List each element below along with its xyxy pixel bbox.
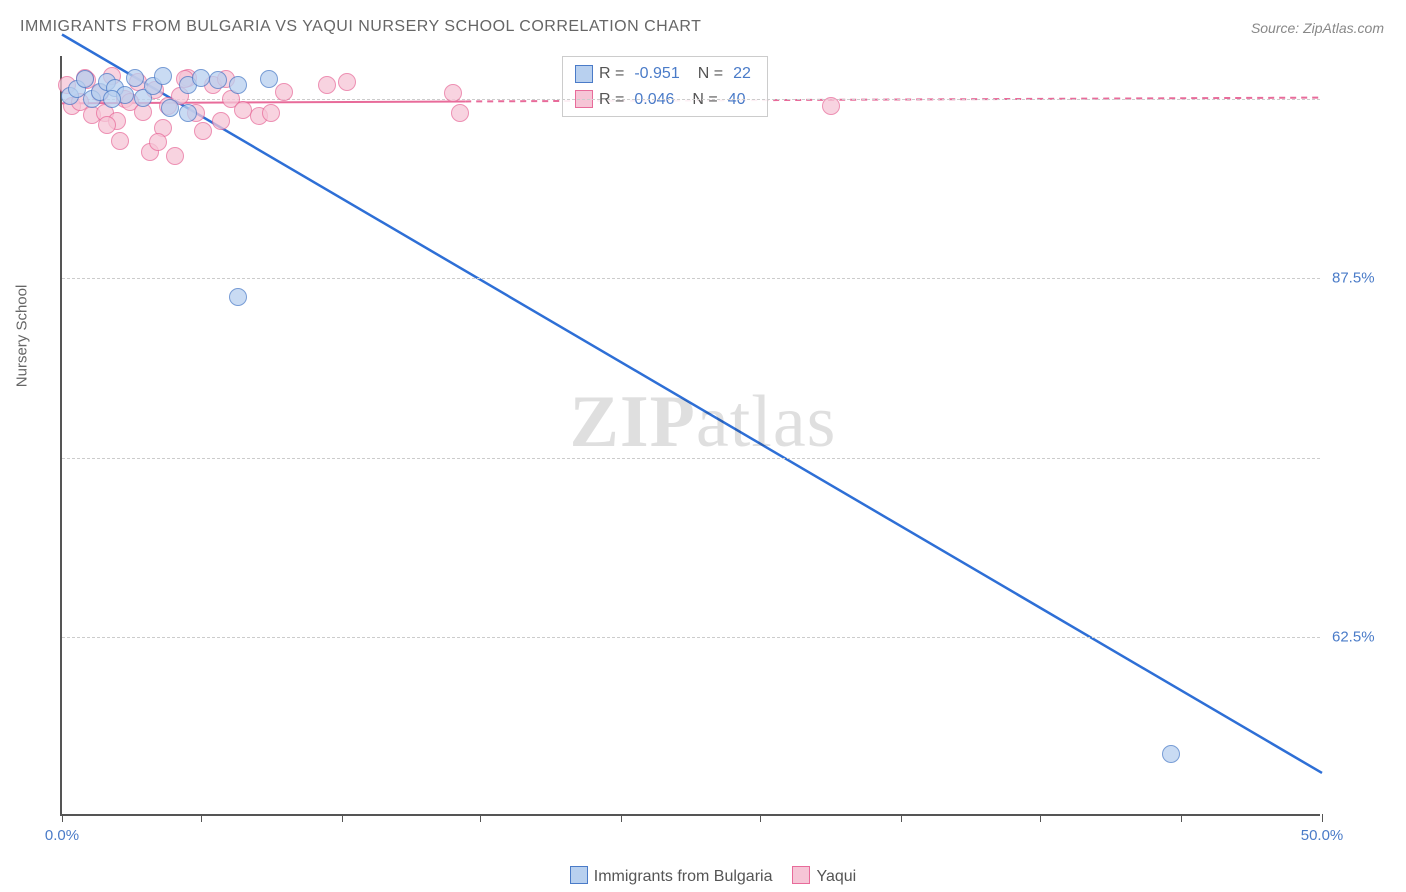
x-tick (62, 814, 63, 822)
y-axis-label: Nursery School (14, 285, 31, 388)
scatter-point (260, 70, 278, 88)
scatter-point (444, 84, 462, 102)
legend-row-bulgaria: R = -0.951 N = 22 (575, 61, 755, 87)
scatter-point (154, 67, 172, 85)
legend-swatch (570, 866, 588, 884)
scatter-point (229, 288, 247, 306)
trend-line (62, 34, 1322, 772)
scatter-point (338, 73, 356, 91)
legend-label: Immigrants from Bulgaria (594, 868, 773, 885)
scatter-point (1162, 745, 1180, 763)
x-tick (1040, 814, 1041, 822)
x-tick (480, 814, 481, 822)
x-tick (201, 814, 202, 822)
gridline (62, 458, 1320, 459)
scatter-point (192, 69, 210, 87)
x-tick (760, 814, 761, 822)
legend-n-label: N = (698, 61, 723, 87)
scatter-point (98, 116, 116, 134)
scatter-point (149, 133, 167, 151)
legend-n-value-bulgaria: 22 (733, 61, 751, 87)
legend-swatch-bulgaria (575, 65, 593, 83)
scatter-point (209, 71, 227, 89)
gridline (62, 99, 1320, 100)
scatter-point (194, 122, 212, 140)
plot-area: R = -0.951 N = 22 R = 0.046 N = 40 62.5%… (60, 56, 1320, 816)
legend-swatch (792, 866, 810, 884)
scatter-point (451, 104, 469, 122)
scatter-point (262, 104, 280, 122)
scatter-point (103, 90, 121, 108)
scatter-point (275, 83, 293, 101)
gridline (62, 637, 1320, 638)
x-tick (1181, 814, 1182, 822)
scatter-point (126, 69, 144, 87)
chart-title: IMMIGRANTS FROM BULGARIA VS YAQUI NURSER… (20, 18, 701, 36)
scatter-point (229, 76, 247, 94)
scatter-point (111, 132, 129, 150)
y-tick-label: 87.5% (1332, 270, 1402, 287)
legend-r-label: R = (599, 61, 624, 87)
scatter-point (822, 97, 840, 115)
scatter-point (318, 76, 336, 94)
gridline (62, 278, 1320, 279)
x-tick (621, 814, 622, 822)
x-tick (901, 814, 902, 822)
x-tick (342, 814, 343, 822)
source-credit: Source: ZipAtlas.com (1251, 20, 1384, 36)
scatter-point (179, 104, 197, 122)
scatter-point (166, 147, 184, 165)
correlation-legend: R = -0.951 N = 22 R = 0.046 N = 40 (562, 56, 768, 117)
y-tick-label: 62.5% (1332, 628, 1402, 645)
x-tick-label: 0.0% (45, 827, 79, 844)
x-tick (1322, 814, 1323, 822)
chart-lines (62, 56, 1320, 814)
legend-label: Yaqui (816, 868, 856, 885)
bottom-legend: Immigrants from Bulgaria Yaqui (0, 866, 1406, 886)
x-tick-label: 50.0% (1301, 827, 1344, 844)
legend-r-value-bulgaria: -0.951 (634, 61, 679, 87)
scatter-point (76, 70, 94, 88)
scatter-point (212, 112, 230, 130)
scatter-point (161, 99, 179, 117)
